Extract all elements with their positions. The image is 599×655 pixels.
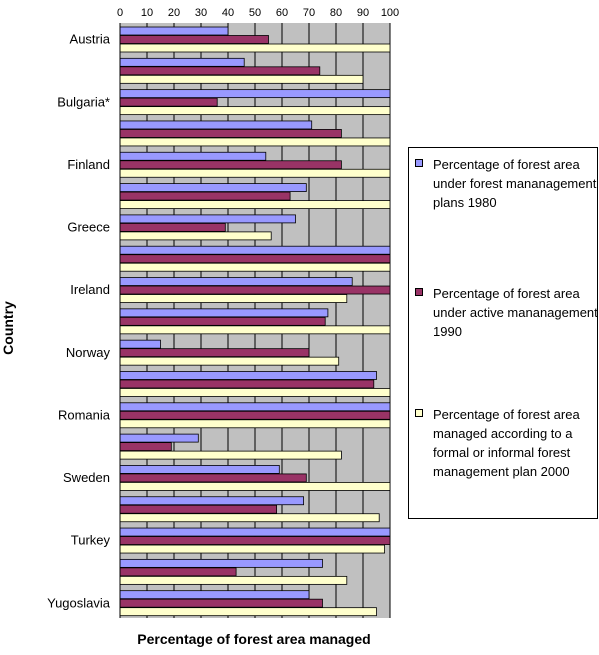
x-axis-title: Percentage of forest area managed bbox=[137, 631, 370, 647]
legend-swatch-1990 bbox=[415, 288, 423, 296]
category-label: Norway bbox=[66, 345, 111, 360]
bar-row-7-series-1 bbox=[119, 254, 391, 264]
bar-row-18-series-1 bbox=[119, 598, 323, 608]
bar-row-3-series-2 bbox=[119, 137, 391, 147]
bar-row-1-series-1 bbox=[119, 66, 321, 76]
bar-row-0-series-0 bbox=[119, 26, 229, 36]
x-tick-label: 80 bbox=[330, 7, 342, 19]
bar-row-7-series-2 bbox=[119, 262, 391, 272]
bar-row-5-series-2 bbox=[119, 200, 391, 209]
bar-row-10-series-0 bbox=[119, 339, 161, 349]
x-tick-label: 40 bbox=[222, 7, 234, 19]
category-label: Ireland bbox=[70, 282, 110, 297]
x-tick-label: 70 bbox=[303, 7, 315, 19]
bar-row-13-series-1 bbox=[119, 442, 172, 452]
bar-row-11-series-1 bbox=[119, 379, 375, 389]
bar-row-16-series-0 bbox=[119, 527, 391, 537]
category-label: Yugoslavia bbox=[47, 595, 111, 610]
bar-row-16-series-2 bbox=[119, 544, 386, 554]
bar-row-17-series-1 bbox=[119, 567, 237, 577]
bar-row-14-series-2 bbox=[119, 482, 391, 491]
bar-row-4-series-0 bbox=[119, 151, 267, 161]
bar-row-9-series-1 bbox=[119, 316, 326, 326]
category-label: Greece bbox=[67, 220, 110, 235]
category-label: Sweden bbox=[63, 470, 110, 485]
bar-row-12-series-1 bbox=[119, 410, 391, 420]
bar-row-3-series-0 bbox=[119, 120, 313, 130]
x-tick-label: 0 bbox=[117, 7, 123, 19]
bar-row-6-series-1 bbox=[119, 222, 226, 232]
bar-row-12-series-2 bbox=[119, 419, 391, 429]
x-tick-label: 50 bbox=[249, 7, 261, 19]
bar-row-2-series-1 bbox=[119, 97, 218, 107]
category-label: Turkey bbox=[71, 533, 111, 548]
bar-row-1-series-0 bbox=[119, 57, 245, 67]
bar-row-9-series-2 bbox=[119, 325, 391, 335]
category-label: Bulgaria* bbox=[57, 94, 110, 109]
bar-row-8-series-2 bbox=[119, 294, 348, 303]
bar-row-6-series-0 bbox=[119, 214, 296, 224]
x-tick-labels: 0 10 20 30 40 50 60 70 80 90 100 bbox=[117, 7, 399, 19]
category-label: Finland bbox=[67, 157, 110, 172]
legend: Percentage of forest area under forest m… bbox=[408, 147, 598, 519]
bar-row-7-series-0 bbox=[119, 245, 391, 255]
bar-row-16-series-1 bbox=[119, 536, 391, 545]
bar-row-15-series-0 bbox=[119, 496, 305, 506]
x-tick-label: 60 bbox=[276, 7, 288, 19]
bar-row-18-series-2 bbox=[119, 607, 377, 617]
bar-row-10-series-2 bbox=[119, 356, 340, 366]
bar-row-3-series-1 bbox=[119, 129, 342, 138]
bar-row-2-series-0 bbox=[119, 89, 391, 99]
category-label: Austria bbox=[70, 32, 111, 47]
bar-row-4-series-2 bbox=[119, 168, 391, 178]
bar-row-9-series-0 bbox=[119, 308, 329, 318]
x-tick-label: 100 bbox=[381, 7, 399, 19]
bar-row-1-series-2 bbox=[119, 74, 364, 84]
legend-label-1990: Percentage of forest area under active m… bbox=[433, 286, 598, 339]
bar-row-12-series-0 bbox=[119, 402, 391, 412]
bar-row-11-series-2 bbox=[119, 388, 391, 397]
bar-row-0-series-2 bbox=[119, 43, 391, 53]
bar-row-15-series-1 bbox=[119, 504, 278, 514]
bar-row-5-series-1 bbox=[119, 191, 291, 201]
category-labels: Austria Bulgaria* Finland Greece Ireland Norw… bbox=[47, 32, 111, 611]
legend-label-1980: Percentage of forest area under forest m… bbox=[433, 157, 597, 210]
bar-row-18-series-0 bbox=[119, 590, 310, 600]
bar-row-11-series-0 bbox=[119, 371, 377, 380]
bars-group bbox=[119, 26, 391, 617]
legend-swatch-2000 bbox=[415, 409, 423, 417]
bar-row-8-series-0 bbox=[119, 277, 353, 286]
y-axis-title: Country bbox=[0, 301, 16, 355]
legend-label-2000: Percentage of forest area managed accord… bbox=[433, 407, 580, 479]
x-tick-label: 30 bbox=[195, 7, 207, 19]
bar-row-0-series-1 bbox=[119, 35, 269, 44]
bar-row-5-series-0 bbox=[119, 183, 307, 192]
bar-row-2-series-2 bbox=[119, 106, 391, 116]
x-tick-label: 90 bbox=[357, 7, 369, 19]
bar-row-8-series-1 bbox=[119, 285, 391, 295]
bar-row-13-series-2 bbox=[119, 450, 342, 460]
bar-row-14-series-1 bbox=[119, 473, 307, 483]
bar-row-15-series-2 bbox=[119, 513, 380, 523]
bar-row-13-series-0 bbox=[119, 433, 199, 443]
bar-row-17-series-0 bbox=[119, 558, 323, 568]
category-label: Romania bbox=[58, 407, 111, 422]
bar-row-6-series-2 bbox=[119, 231, 272, 241]
x-tick-label: 20 bbox=[168, 7, 180, 19]
legend-swatch-1980 bbox=[415, 159, 423, 167]
bar-row-14-series-0 bbox=[119, 465, 280, 474]
bar-row-4-series-1 bbox=[119, 160, 342, 170]
x-tick-label: 10 bbox=[141, 7, 153, 19]
bar-row-17-series-2 bbox=[119, 575, 348, 585]
bar-row-10-series-1 bbox=[119, 348, 310, 358]
